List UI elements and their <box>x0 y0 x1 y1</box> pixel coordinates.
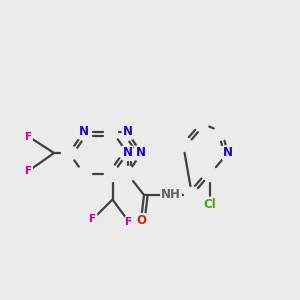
Text: N: N <box>122 146 133 160</box>
Text: NH: NH <box>161 188 181 202</box>
Text: F: F <box>25 166 32 176</box>
Text: N: N <box>122 125 133 139</box>
Text: Cl: Cl <box>204 197 216 211</box>
Text: F: F <box>25 131 32 142</box>
Text: N: N <box>136 146 146 160</box>
Text: F: F <box>125 217 133 227</box>
Text: O: O <box>136 214 146 227</box>
Text: F: F <box>89 214 97 224</box>
Text: N: N <box>223 146 233 160</box>
Text: N: N <box>79 125 89 139</box>
